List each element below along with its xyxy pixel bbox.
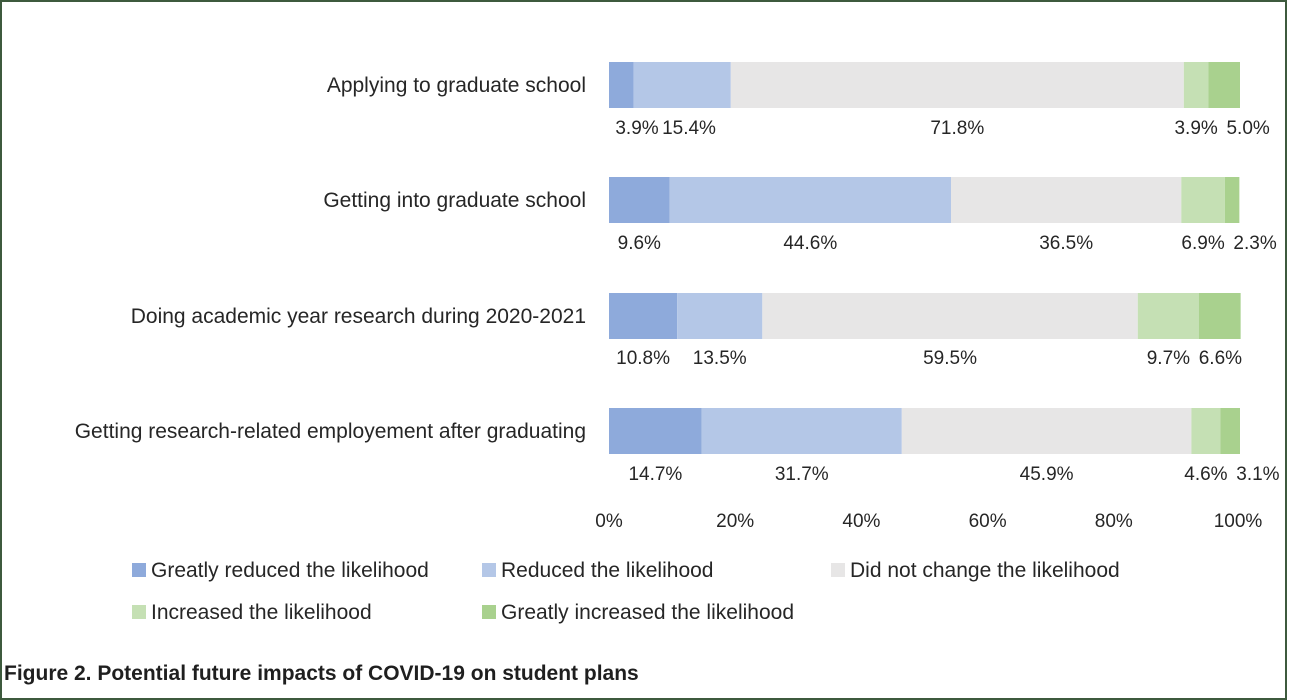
legend-label: Greatly reduced the likelihood (151, 559, 429, 582)
data-label: 13.5% (693, 348, 747, 369)
bar-segment (1181, 177, 1225, 223)
bar-segment (1137, 293, 1199, 339)
data-label: 14.7% (628, 464, 682, 485)
data-label: 36.5% (1039, 233, 1093, 254)
bar-segment (1208, 62, 1240, 108)
bar-segment (609, 62, 634, 108)
data-label: 71.8% (930, 118, 984, 139)
category-label: Getting research-related employement aft… (75, 420, 586, 443)
bar-segment (762, 293, 1138, 339)
data-label: 45.9% (1020, 464, 1074, 485)
x-tick-label: 100% (1214, 511, 1263, 532)
legend-swatch (482, 563, 496, 577)
category-labels: Applying to graduate school Getting into … (75, 74, 586, 443)
data-label: 9.7% (1147, 348, 1190, 369)
data-label: 2.3% (1233, 233, 1276, 254)
bar-segment (951, 177, 1182, 223)
category-label: Doing academic year research during 2020… (131, 305, 586, 328)
bar-segment (677, 293, 763, 339)
legend-label: Greatly increased the likelihood (501, 601, 794, 624)
data-label: 4.6% (1184, 464, 1227, 485)
bar-segment (609, 408, 702, 454)
data-label: 31.7% (775, 464, 829, 485)
bar-segment (730, 62, 1184, 108)
data-label: 6.6% (1199, 348, 1242, 369)
legend-swatch (831, 563, 845, 577)
legend-swatch (132, 563, 146, 577)
bar-segment (609, 177, 670, 223)
bar-segment (1220, 408, 1240, 454)
data-label: 44.6% (783, 233, 837, 254)
data-label: 3.9% (615, 118, 658, 139)
bar-segment (1191, 408, 1221, 454)
data-label: 9.6% (618, 233, 661, 254)
x-tick-label: 80% (1095, 511, 1133, 532)
data-labels: 3.9% 15.4% 71.8% 3.9% 5.0%9.6% 44.6% 36.5% 6.9%… (615, 118, 1279, 485)
bar-segment (701, 408, 902, 454)
bar-segment (1198, 293, 1241, 339)
data-label: 59.5% (923, 348, 977, 369)
data-label: 5.0% (1226, 118, 1269, 139)
category-label: Getting into graduate school (323, 189, 586, 212)
legend-label: Increased the likelihood (151, 601, 372, 624)
x-tick-label: 0% (595, 511, 623, 532)
bar-segment (901, 408, 1192, 454)
bar-segment (669, 177, 952, 223)
bar-segment (633, 62, 731, 108)
figure-caption: Figure 2. Potential future impacts of CO… (4, 662, 639, 685)
data-label: 6.9% (1181, 233, 1224, 254)
bar-segment (1183, 62, 1209, 108)
data-label: 3.9% (1174, 118, 1217, 139)
legend-label: Did not change the likelihood (850, 559, 1120, 582)
x-axis-ticks: 0% 20% 40% 60% 80% 100% (595, 511, 1262, 532)
x-tick-label: 40% (842, 511, 880, 532)
x-tick-label: 20% (716, 511, 754, 532)
data-label: 10.8% (616, 348, 670, 369)
bar-segment (1224, 177, 1240, 223)
data-label: 3.1% (1236, 464, 1279, 485)
bars-group (609, 62, 1241, 454)
bar-segment (609, 293, 678, 339)
legend-label: Reduced the likelihood (501, 559, 713, 582)
x-tick-label: 60% (969, 511, 1007, 532)
legend-swatch (482, 605, 496, 619)
legend-swatch (132, 605, 146, 619)
category-label: Applying to graduate school (327, 74, 586, 97)
data-label: 15.4% (662, 118, 716, 139)
legend: Greatly reduced the likelihood Reduced th… (132, 559, 1120, 624)
